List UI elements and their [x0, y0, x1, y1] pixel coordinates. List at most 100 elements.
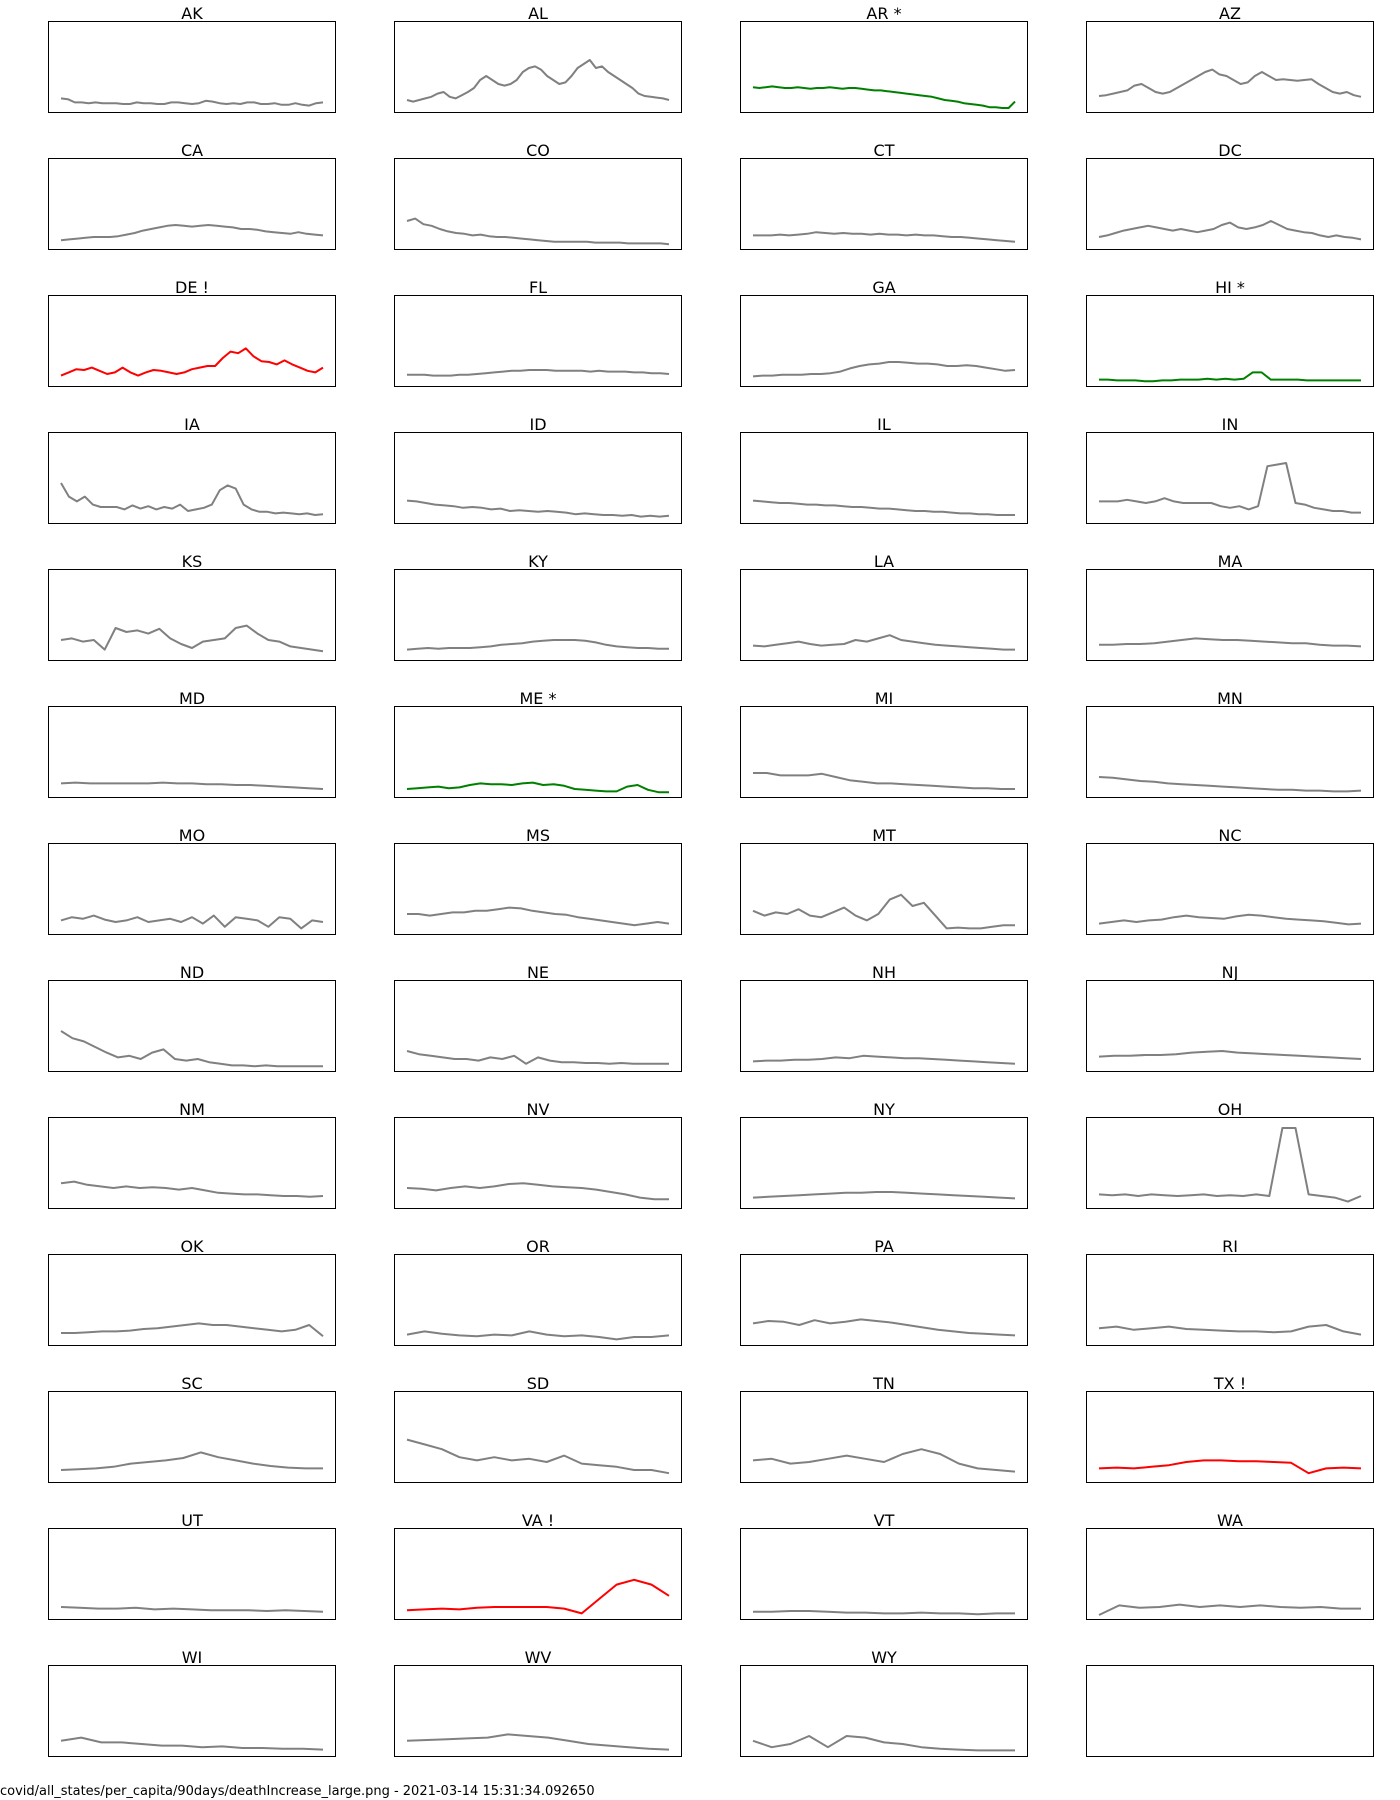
panel-plot — [60, 1736, 324, 1751]
panel-title-co: CO — [526, 141, 550, 160]
series-line-tn — [752, 1448, 1016, 1473]
panel-dc — [1086, 158, 1374, 250]
panel-plot — [406, 781, 669, 794]
panel-title-al: AL — [528, 4, 548, 23]
panel-ms — [394, 843, 682, 935]
panel-plot — [406, 217, 670, 246]
series-line-nh — [752, 1054, 1016, 1065]
panel-title-mn: MN — [1217, 689, 1243, 708]
panel-plot — [406, 1438, 670, 1475]
panel-title-ks: KS — [181, 552, 203, 571]
panel-plot — [1098, 220, 1362, 241]
series-line-va — [406, 1578, 670, 1615]
panel-plot — [60, 1030, 323, 1068]
panel-plot — [753, 1610, 1015, 1616]
panel-title-ia: IA — [184, 415, 200, 434]
panel-plot — [60, 781, 324, 790]
panel-plot — [752, 361, 1016, 378]
panel-plot — [752, 893, 1015, 930]
panel-id — [394, 432, 682, 524]
series-line-ma — [1099, 637, 1362, 648]
panel-plot — [406, 1578, 670, 1615]
panel-title-nh: NH — [872, 963, 896, 982]
series-line-nd — [60, 1030, 323, 1068]
panel-nv — [394, 1117, 682, 1209]
panel-plot — [60, 482, 324, 516]
series-line-ne — [406, 1050, 669, 1065]
panel-title-nd: ND — [179, 963, 205, 982]
series-line-tx — [1098, 1459, 1362, 1475]
panel-plot — [406, 1050, 669, 1065]
panel-ky — [394, 569, 682, 661]
panel-mn — [1086, 706, 1374, 798]
series-line-wi — [60, 1736, 324, 1751]
panel-title-oh: OH — [1217, 1100, 1243, 1119]
series-line-ok — [61, 1322, 324, 1337]
series-line-mn — [1098, 776, 1362, 793]
panel-tn — [740, 1391, 1028, 1483]
panel-ak — [48, 21, 336, 113]
panel-plot — [752, 634, 1015, 651]
panel-title-tx: TX ! — [1213, 1374, 1247, 1393]
series-line-sd — [406, 1438, 670, 1475]
panel-plot — [406, 59, 670, 103]
panel-sd — [394, 1391, 682, 1483]
panel-de — [48, 295, 336, 387]
series-line-al — [406, 59, 670, 103]
panel-plot — [406, 1733, 670, 1751]
series-line-or — [406, 1330, 670, 1341]
series-line-wv — [406, 1733, 670, 1751]
series-line-ri — [1098, 1324, 1362, 1336]
series-line-il — [752, 499, 1015, 516]
panel-title-mi: MI — [874, 689, 894, 708]
panel-title-ut: UT — [181, 1511, 203, 1530]
panel-plot — [61, 1322, 324, 1337]
panel-plot — [1087, 1666, 1373, 1756]
panel-title-il: IL — [877, 415, 891, 434]
panel-title-ak: AK — [181, 4, 203, 23]
panel-me — [394, 706, 682, 798]
series-line-in — [1099, 462, 1361, 514]
panel-plot — [60, 1606, 324, 1613]
panel-plot — [407, 369, 670, 377]
panel-title-az: AZ — [1219, 4, 1241, 23]
panel-plot — [1099, 371, 1361, 383]
series-line-ct — [753, 231, 1016, 243]
panel-fl — [394, 295, 682, 387]
panel-ne — [394, 980, 682, 1072]
panel-ri — [1086, 1254, 1374, 1346]
panel-title-or: OR — [526, 1237, 550, 1256]
panel-ar — [740, 21, 1028, 113]
panel-la — [740, 569, 1028, 661]
panel-title-mo: MO — [178, 826, 206, 845]
panel-plot — [60, 97, 324, 107]
panel-ny — [740, 1117, 1028, 1209]
panel-title-ar: AR * — [866, 4, 902, 23]
panel-in — [1086, 432, 1374, 524]
panel-title-nm: NM — [179, 1100, 205, 1119]
series-line-ak — [60, 97, 324, 107]
series-line-nv — [406, 1182, 669, 1201]
series-line-mt — [752, 893, 1015, 930]
series-line-wy — [752, 1735, 1015, 1752]
series-line-nc — [1098, 913, 1362, 926]
panel-plot — [753, 231, 1016, 243]
panel-title-wi: WI — [181, 1648, 203, 1667]
panel-nm — [48, 1117, 336, 1209]
panel-nc — [1086, 843, 1374, 935]
panel-plot — [1098, 1459, 1362, 1475]
panel-title-ny: NY — [873, 1100, 895, 1119]
series-line-co — [406, 217, 670, 246]
series-line-az — [1098, 68, 1362, 98]
panel-title-fl: FL — [528, 278, 548, 297]
series-line-ky — [406, 639, 669, 651]
panel-title-wa: WA — [1217, 1511, 1243, 1530]
series-line-hi — [1099, 371, 1361, 383]
panel-ia — [48, 432, 336, 524]
panel-hi — [1086, 295, 1374, 387]
series-line-pa — [752, 1318, 1016, 1337]
panel-pa — [740, 1254, 1028, 1346]
panel-title-nv: NV — [526, 1100, 550, 1119]
footer-caption: covid/all_states/per_capita/90days/death… — [0, 1784, 595, 1799]
